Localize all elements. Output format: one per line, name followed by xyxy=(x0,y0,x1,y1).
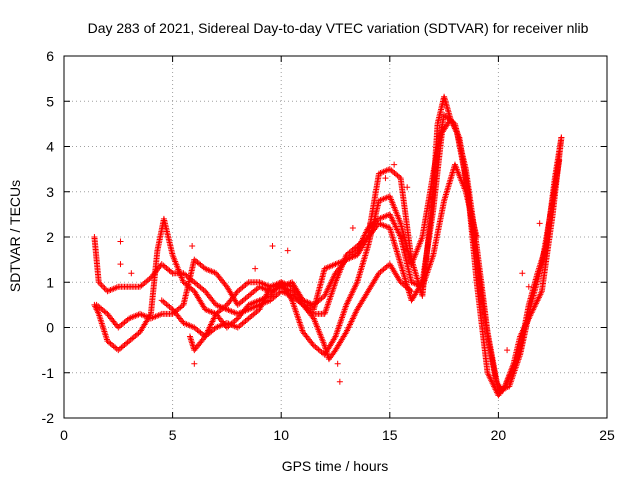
data-point xyxy=(334,360,341,367)
data-point xyxy=(98,318,105,325)
data-point xyxy=(101,328,108,335)
data-point xyxy=(473,234,480,240)
x-tick-label: 0 xyxy=(60,427,68,443)
data-point xyxy=(97,317,104,324)
data-point xyxy=(252,265,259,272)
x-tick-labels: 0 5 10 15 20 25 xyxy=(60,427,615,443)
data-point xyxy=(100,325,107,332)
data-point xyxy=(117,238,124,245)
data-point xyxy=(284,247,291,254)
x-tick-label: 10 xyxy=(273,427,289,443)
x-tick-label: 20 xyxy=(491,427,507,443)
data-point xyxy=(97,315,104,322)
data-point xyxy=(382,175,389,182)
data-point xyxy=(95,279,102,286)
data-point xyxy=(519,270,526,277)
y-tick-label: 0 xyxy=(46,320,54,336)
data-point xyxy=(371,220,378,227)
data-point xyxy=(102,331,109,338)
data-point xyxy=(101,330,108,337)
data-point xyxy=(558,134,565,141)
chart-title: Day 283 of 2021, Sidereal Day-to-day VTE… xyxy=(88,20,589,36)
data-point xyxy=(117,261,124,268)
x-axis-label: GPS time / hours xyxy=(282,458,389,474)
data-point xyxy=(189,243,196,250)
series-trace-e xyxy=(158,161,480,340)
y-tick-label: 3 xyxy=(46,184,54,200)
data-point xyxy=(100,326,107,333)
data-point xyxy=(404,184,411,191)
data-point xyxy=(98,320,105,327)
data-point xyxy=(343,252,350,259)
data-point xyxy=(100,283,107,290)
data-point xyxy=(349,224,356,231)
series-trace-d xyxy=(186,111,563,394)
data-point xyxy=(102,333,109,340)
y-tick-label: 5 xyxy=(46,93,54,109)
y-axis-label: SDTVAR / TECUs xyxy=(7,180,23,292)
grid-lines xyxy=(64,56,607,418)
data-point xyxy=(128,270,135,277)
data-point xyxy=(536,220,543,227)
data-point xyxy=(99,323,106,330)
data-point xyxy=(336,378,343,385)
data-point xyxy=(391,161,398,168)
x-tick-label: 25 xyxy=(599,427,615,443)
plot-frame xyxy=(63,55,608,419)
data-point xyxy=(556,157,563,164)
y-tick-label: -1 xyxy=(42,365,55,381)
y-tick-label: -2 xyxy=(42,410,55,426)
data-point xyxy=(98,282,105,289)
data-point xyxy=(269,243,276,250)
data-points xyxy=(91,93,565,399)
y-tick-label: 6 xyxy=(46,48,54,64)
x-tick-label: 15 xyxy=(382,427,398,443)
x-tick-label: 5 xyxy=(169,427,177,443)
y-tick-label: 4 xyxy=(46,139,54,155)
series-outliers xyxy=(117,161,543,385)
data-point xyxy=(525,283,532,290)
y-tick-labels: -2 -1 0 1 2 3 4 5 6 xyxy=(42,48,55,426)
y-tick-label: 2 xyxy=(46,229,54,245)
data-point xyxy=(191,360,198,367)
series-trace-a xyxy=(91,234,415,363)
y-tick-label: 1 xyxy=(46,274,54,290)
data-point xyxy=(504,347,511,354)
